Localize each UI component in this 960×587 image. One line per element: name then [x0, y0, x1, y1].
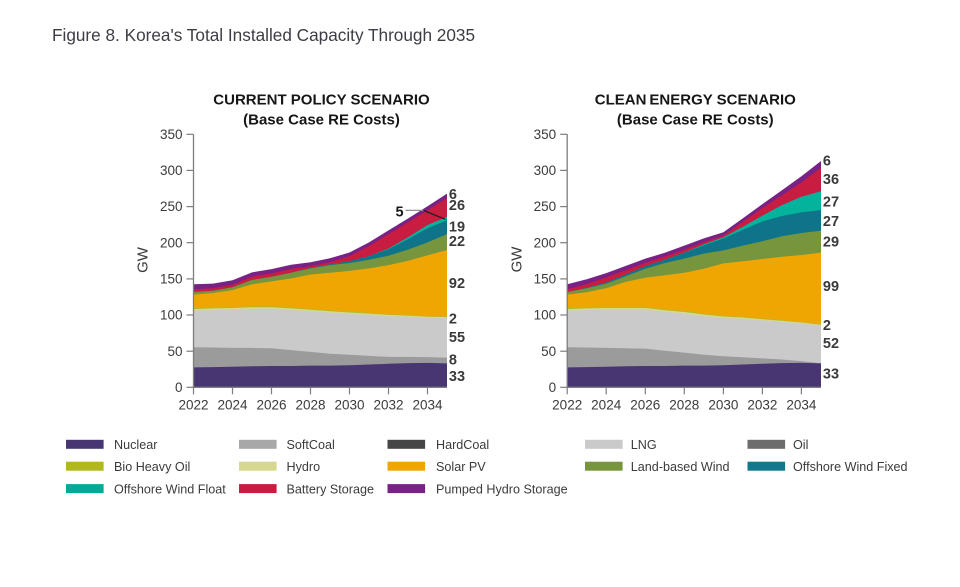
svg-text:8: 8: [449, 353, 457, 369]
svg-text:2024: 2024: [217, 398, 248, 413]
svg-text:27: 27: [823, 194, 839, 210]
svg-text:100: 100: [534, 308, 557, 323]
svg-text:2030: 2030: [334, 398, 364, 413]
svg-text:350: 350: [160, 127, 183, 142]
svg-text:100: 100: [160, 308, 183, 323]
svg-text:350: 350: [534, 127, 557, 142]
svg-text:Oil: Oil: [793, 438, 808, 452]
svg-text:33: 33: [823, 367, 839, 383]
svg-text:250: 250: [160, 199, 183, 214]
svg-text:2026: 2026: [630, 398, 660, 413]
svg-text:2026: 2026: [256, 398, 286, 413]
svg-text:2022: 2022: [178, 398, 208, 413]
svg-text:Offshore Wind Fixed: Offshore Wind Fixed: [793, 460, 908, 474]
svg-text:200: 200: [160, 235, 183, 250]
svg-text:2028: 2028: [669, 398, 699, 413]
svg-text:Land-based Wind: Land-based Wind: [631, 460, 730, 474]
svg-text:250: 250: [534, 199, 557, 214]
svg-text:6: 6: [823, 154, 831, 170]
svg-text:GW: GW: [509, 246, 526, 273]
svg-text:Nuclear: Nuclear: [114, 438, 157, 452]
svg-text:SoftCoal: SoftCoal: [287, 438, 335, 452]
svg-text:GW: GW: [135, 246, 152, 273]
svg-text:92: 92: [449, 276, 465, 292]
svg-text:2034: 2034: [786, 398, 817, 413]
svg-text:300: 300: [534, 163, 557, 178]
svg-text:29: 29: [823, 235, 839, 251]
svg-text:33: 33: [449, 369, 465, 385]
svg-text:300: 300: [160, 163, 183, 178]
svg-text:2032: 2032: [373, 398, 403, 413]
svg-text:2: 2: [823, 318, 831, 334]
svg-text:52: 52: [823, 336, 839, 352]
svg-text:(Base Case RE Costs): (Base Case RE Costs): [243, 112, 400, 129]
svg-text:22: 22: [449, 234, 465, 250]
svg-text:2022: 2022: [552, 398, 582, 413]
svg-text:2: 2: [449, 312, 457, 328]
svg-text:Hydro: Hydro: [287, 460, 321, 474]
svg-text:LNG: LNG: [631, 438, 657, 452]
svg-text:36: 36: [823, 172, 839, 188]
svg-text:2034: 2034: [412, 398, 443, 413]
svg-text:0: 0: [175, 380, 183, 395]
svg-text:55: 55: [449, 330, 465, 346]
svg-text:HardCoal: HardCoal: [436, 438, 489, 452]
svg-text:26: 26: [449, 198, 465, 214]
svg-text:Solar PV: Solar PV: [436, 460, 486, 474]
svg-text:CURRENT POLICY SCENARIO: CURRENT POLICY SCENARIO: [213, 92, 430, 109]
svg-text:6: 6: [449, 187, 457, 203]
svg-text:200: 200: [534, 235, 557, 250]
svg-text:Figure 8. Korea's Total Instal: Figure 8. Korea's Total Installed Capaci…: [52, 25, 475, 45]
svg-text:(Base Case RE Costs): (Base Case RE Costs): [617, 112, 774, 129]
svg-text:2030: 2030: [708, 398, 738, 413]
svg-text:50: 50: [541, 344, 556, 359]
svg-text:5: 5: [395, 205, 403, 221]
svg-text:50: 50: [167, 344, 182, 359]
svg-text:2028: 2028: [295, 398, 325, 413]
svg-text:Offshore Wind Float: Offshore Wind Float: [114, 482, 226, 496]
svg-text:CLEAN ENERGY SCENARIO: CLEAN ENERGY SCENARIO: [595, 92, 796, 109]
svg-text:2024: 2024: [591, 398, 622, 413]
svg-text:0: 0: [549, 380, 557, 395]
svg-text:19: 19: [449, 219, 465, 235]
svg-text:2032: 2032: [747, 398, 777, 413]
svg-text:Battery Storage: Battery Storage: [287, 482, 375, 496]
svg-text:99: 99: [823, 279, 839, 295]
svg-text:150: 150: [534, 272, 557, 287]
svg-text:150: 150: [160, 272, 183, 287]
svg-text:27: 27: [823, 214, 839, 230]
svg-text:Bio Heavy Oil: Bio Heavy Oil: [114, 460, 190, 474]
svg-text:Pumped Hydro Storage: Pumped Hydro Storage: [436, 482, 568, 496]
